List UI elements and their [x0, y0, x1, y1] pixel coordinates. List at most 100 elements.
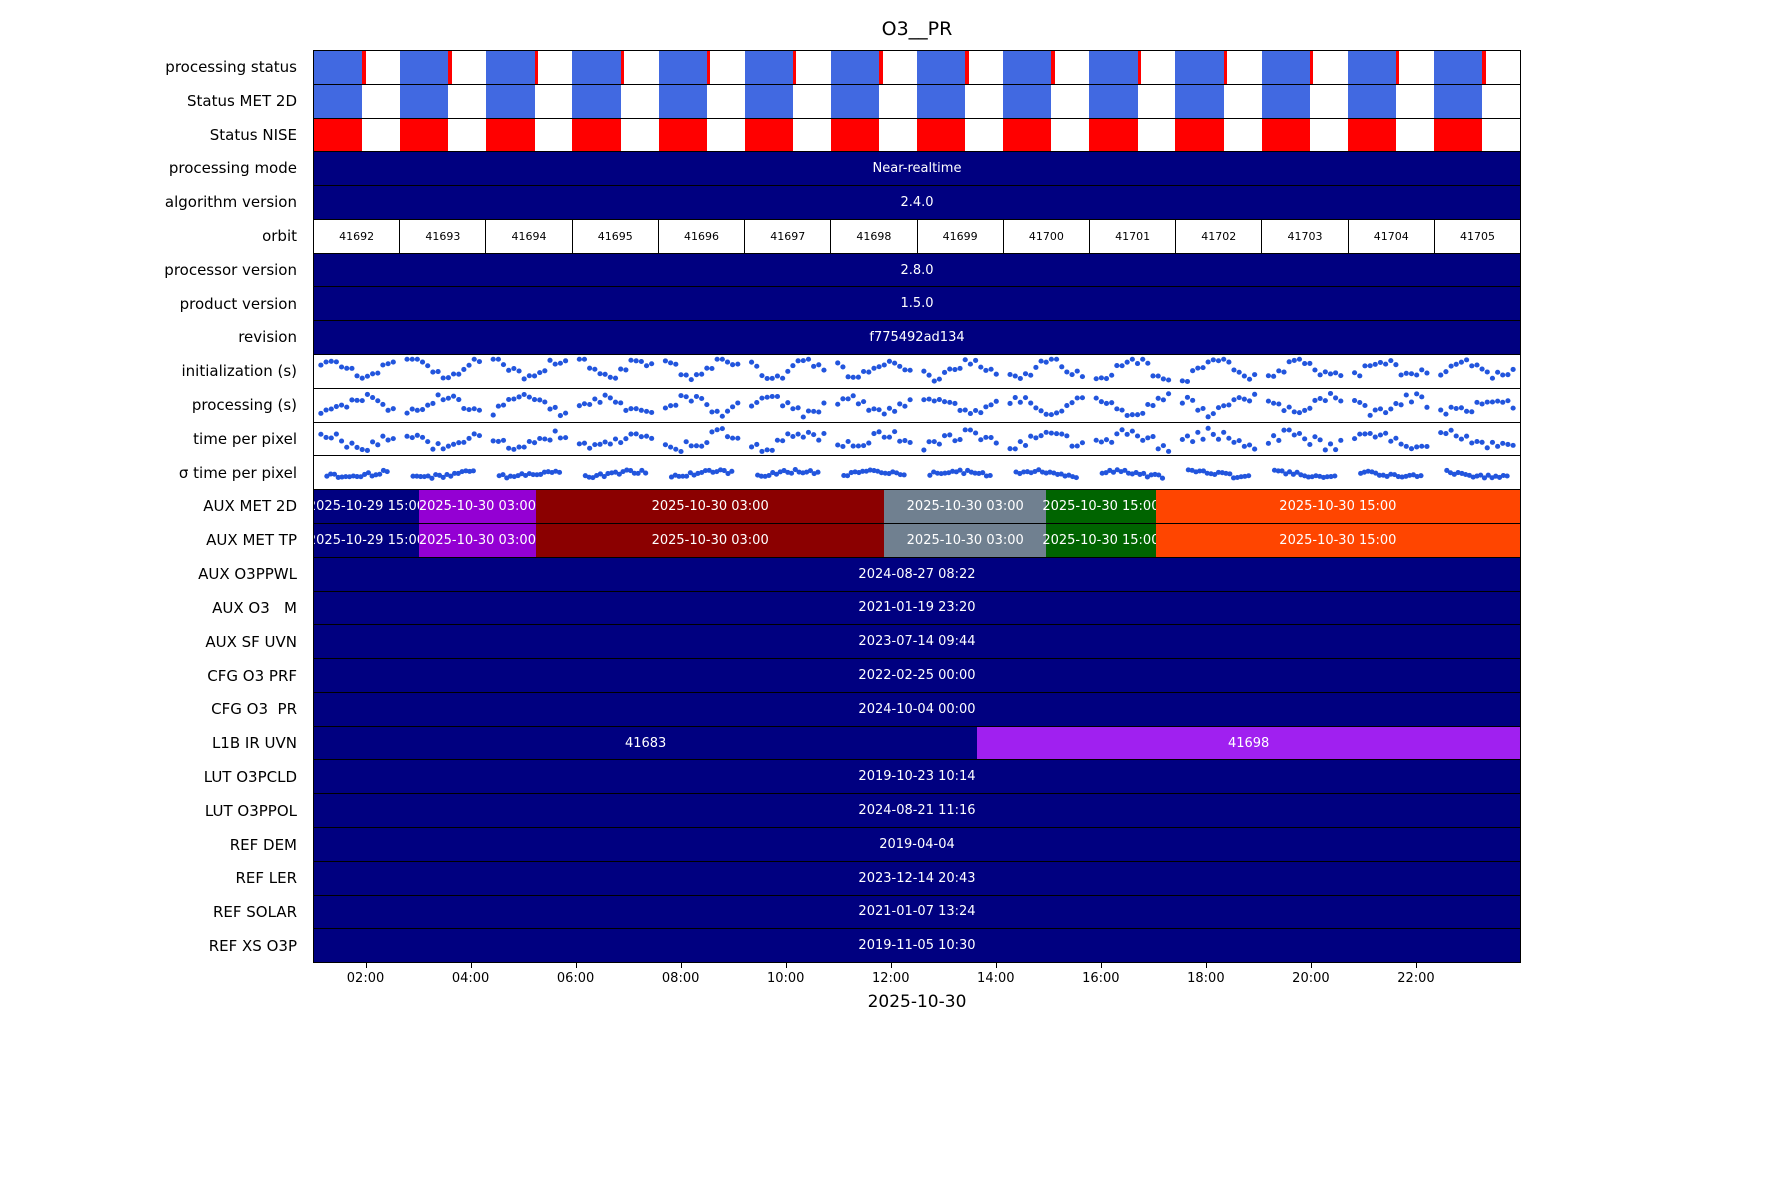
row-value: 2021-01-07 13:24: [858, 904, 976, 920]
status-block: [1395, 51, 1400, 84]
row-lut-o3ppol: 2024-08-21 11:16: [314, 794, 1520, 828]
orbit-cell: 41699: [918, 219, 1004, 253]
scatter-plot: [324, 467, 1510, 482]
status-block: [572, 51, 621, 84]
orbit-cell: 41692: [314, 219, 401, 253]
segment-label: 2025-10-30 03:00: [651, 532, 769, 548]
row-label-time-per-pixel: σ time per pixel: [178, 463, 297, 482]
row-value: 2022-02-25 00:00: [858, 667, 976, 683]
row-label-initialization-s: initialization (s): [181, 362, 297, 381]
segment-label: 2025-10-29 15:00: [314, 499, 426, 515]
row-label-processing-status: processing status: [165, 57, 297, 76]
status-block: [572, 118, 621, 152]
status-block: [744, 51, 793, 84]
row-label-time-per-pixel: time per pixel: [193, 429, 297, 448]
row-aux-o3ppwl: 2024-08-27 08:22: [314, 557, 1520, 592]
status-block: [658, 51, 707, 84]
timeline-segment: 2025-10-30 03:00: [535, 523, 885, 557]
status-block: [1051, 51, 1055, 84]
row-label-aux-o3-m: AUX O3 M: [212, 598, 297, 617]
scatter-plot: [318, 425, 1516, 454]
timeline-segment: 2025-10-30 03:00: [419, 523, 536, 557]
row-cfg-o3-prf: 2022-02-25 00:00: [314, 659, 1520, 693]
status-block: [1347, 84, 1396, 118]
segment-label: 2025-10-30 03:00: [906, 532, 1024, 548]
status-block: [1482, 51, 1486, 84]
row-orbit: 41692 41693 41694 41695 41696 41697 41698 41699…: [314, 219, 1520, 254]
segment-label: 2025-10-30 15:00: [1279, 499, 1397, 515]
row-time-per-pixel: [314, 423, 1520, 457]
row-label-ref-xs-o3p: REF XS O3P: [208, 937, 297, 956]
row-algorithm-version: 2.4.0: [314, 186, 1520, 220]
status-block: [1175, 118, 1224, 152]
row-label-revision: revision: [238, 328, 297, 347]
status-block: [830, 51, 880, 84]
row-value: 2019-04-04: [879, 836, 955, 852]
row-ref-ler: 2023-12-14 20:43: [314, 861, 1520, 896]
status-block: [1175, 84, 1224, 118]
row-label-aux-o3ppwl: AUX O3PPWL: [198, 565, 297, 584]
status-block: [314, 118, 363, 152]
row-label-orbit: orbit: [262, 226, 297, 245]
x-tick-mark: [470, 963, 472, 968]
row-cfg-o3-pr: 2024-10-04 00:00: [314, 692, 1520, 727]
row-label-processing-s: processing (s): [191, 396, 297, 415]
row-label-processor-version: processor version: [164, 260, 297, 279]
x-tick-mark: [1205, 963, 1207, 968]
orbit-cell: 41698: [831, 219, 918, 253]
row-label-status-nise: Status NISE: [209, 125, 297, 144]
status-block: [917, 84, 966, 118]
row-value: 2021-01-19 23:20: [858, 600, 976, 616]
chart-title: O3__PR: [881, 18, 953, 40]
row-processing-mode: Near-realtime: [314, 152, 1520, 187]
status-block: [830, 118, 880, 152]
row-label-algorithm-version: algorithm version: [164, 193, 297, 212]
status-block: [400, 51, 449, 84]
orbit-cell: 41697: [745, 219, 832, 253]
status-block: [1347, 51, 1396, 84]
segment-label: 41698: [1227, 735, 1270, 751]
status-block: [1433, 118, 1483, 152]
x-tick-label: 18:00: [1187, 971, 1225, 986]
orbit-cell: 41704: [1349, 219, 1435, 253]
x-tick-label: 20:00: [1292, 971, 1330, 986]
x-tick-mark: [575, 963, 577, 968]
status-block: [1003, 51, 1052, 84]
status-block: [744, 84, 793, 118]
status-block: [314, 84, 363, 118]
row-label-processing-mode: processing mode: [168, 159, 297, 178]
row-value: f775492ad134: [869, 330, 965, 346]
status-block: [1089, 84, 1138, 118]
timeline-segment: 2025-10-30 03:00: [535, 490, 885, 523]
status-block: [1089, 51, 1138, 84]
x-tick-label: 06:00: [556, 971, 595, 986]
row-ref-dem: 2019-04-04: [314, 827, 1520, 862]
x-axis-label: 2025-10-30: [867, 992, 967, 1012]
status-block: [620, 51, 625, 84]
timeline-segment: 2025-10-30 15:00: [1155, 523, 1520, 557]
status-block: [658, 84, 707, 118]
row-value: 2024-08-21 11:16: [858, 803, 976, 819]
row-value: 2019-11-05 10:30: [858, 938, 976, 954]
orbit-cell: 41693: [400, 219, 487, 253]
status-block: [1261, 51, 1310, 84]
row-processor-version: 2.8.0: [314, 253, 1520, 288]
segment-label: 2025-10-30 15:00: [1279, 532, 1397, 548]
status-block: [744, 118, 793, 152]
status-block: [400, 84, 449, 118]
orbit-cell: 41694: [486, 219, 573, 253]
x-tick-label: 02:00: [346, 971, 385, 986]
orbit-cell: 41695: [573, 219, 659, 253]
status-block: [314, 51, 363, 84]
status-block: [1003, 118, 1052, 152]
status-block: [1433, 84, 1483, 118]
x-tick-label: 12:00: [872, 971, 910, 986]
row-label-aux-sf-uvn: AUX SF UVN: [205, 632, 297, 651]
status-block: [1003, 84, 1052, 118]
status-block: [1089, 118, 1138, 152]
row-ref-solar: 2021-01-07 13:24: [314, 895, 1520, 930]
status-block: [917, 51, 966, 84]
row-aux-met-2d: 2025-10-29 15:00 2025-10-30 03:00 2025-10-…: [314, 490, 1520, 524]
row-value: 2.4.0: [900, 195, 934, 211]
status-block: [1137, 51, 1141, 84]
